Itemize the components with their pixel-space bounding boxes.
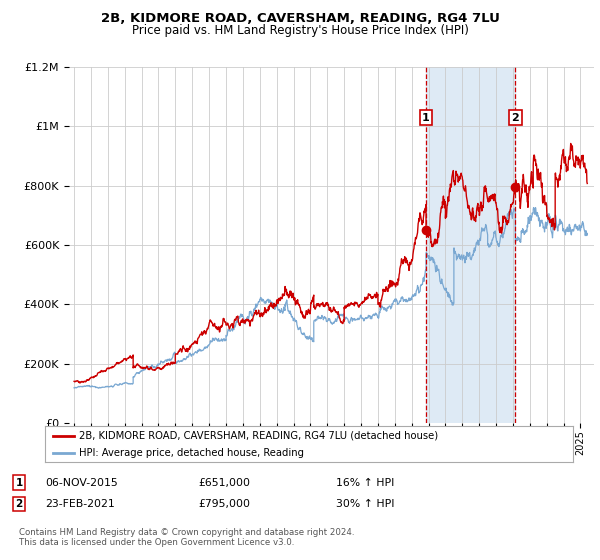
Text: 06-NOV-2015: 06-NOV-2015 <box>45 478 118 488</box>
Text: £795,000: £795,000 <box>198 499 250 509</box>
Text: 2: 2 <box>511 113 519 123</box>
Text: HPI: Average price, detached house, Reading: HPI: Average price, detached house, Read… <box>79 448 304 458</box>
Text: 1: 1 <box>422 113 430 123</box>
Text: 23-FEB-2021: 23-FEB-2021 <box>45 499 115 509</box>
Text: 1: 1 <box>16 478 23 488</box>
Text: Contains HM Land Registry data © Crown copyright and database right 2024.
This d: Contains HM Land Registry data © Crown c… <box>19 528 355 547</box>
Text: 16% ↑ HPI: 16% ↑ HPI <box>336 478 394 488</box>
Text: Price paid vs. HM Land Registry's House Price Index (HPI): Price paid vs. HM Land Registry's House … <box>131 24 469 36</box>
Bar <box>426 67 515 423</box>
Text: £651,000: £651,000 <box>198 478 250 488</box>
Text: 2B, KIDMORE ROAD, CAVERSHAM, READING, RG4 7LU (detached house): 2B, KIDMORE ROAD, CAVERSHAM, READING, RG… <box>79 431 439 441</box>
Text: 2: 2 <box>16 499 23 509</box>
Text: 2B, KIDMORE ROAD, CAVERSHAM, READING, RG4 7LU: 2B, KIDMORE ROAD, CAVERSHAM, READING, RG… <box>101 12 499 25</box>
Text: 30% ↑ HPI: 30% ↑ HPI <box>336 499 395 509</box>
